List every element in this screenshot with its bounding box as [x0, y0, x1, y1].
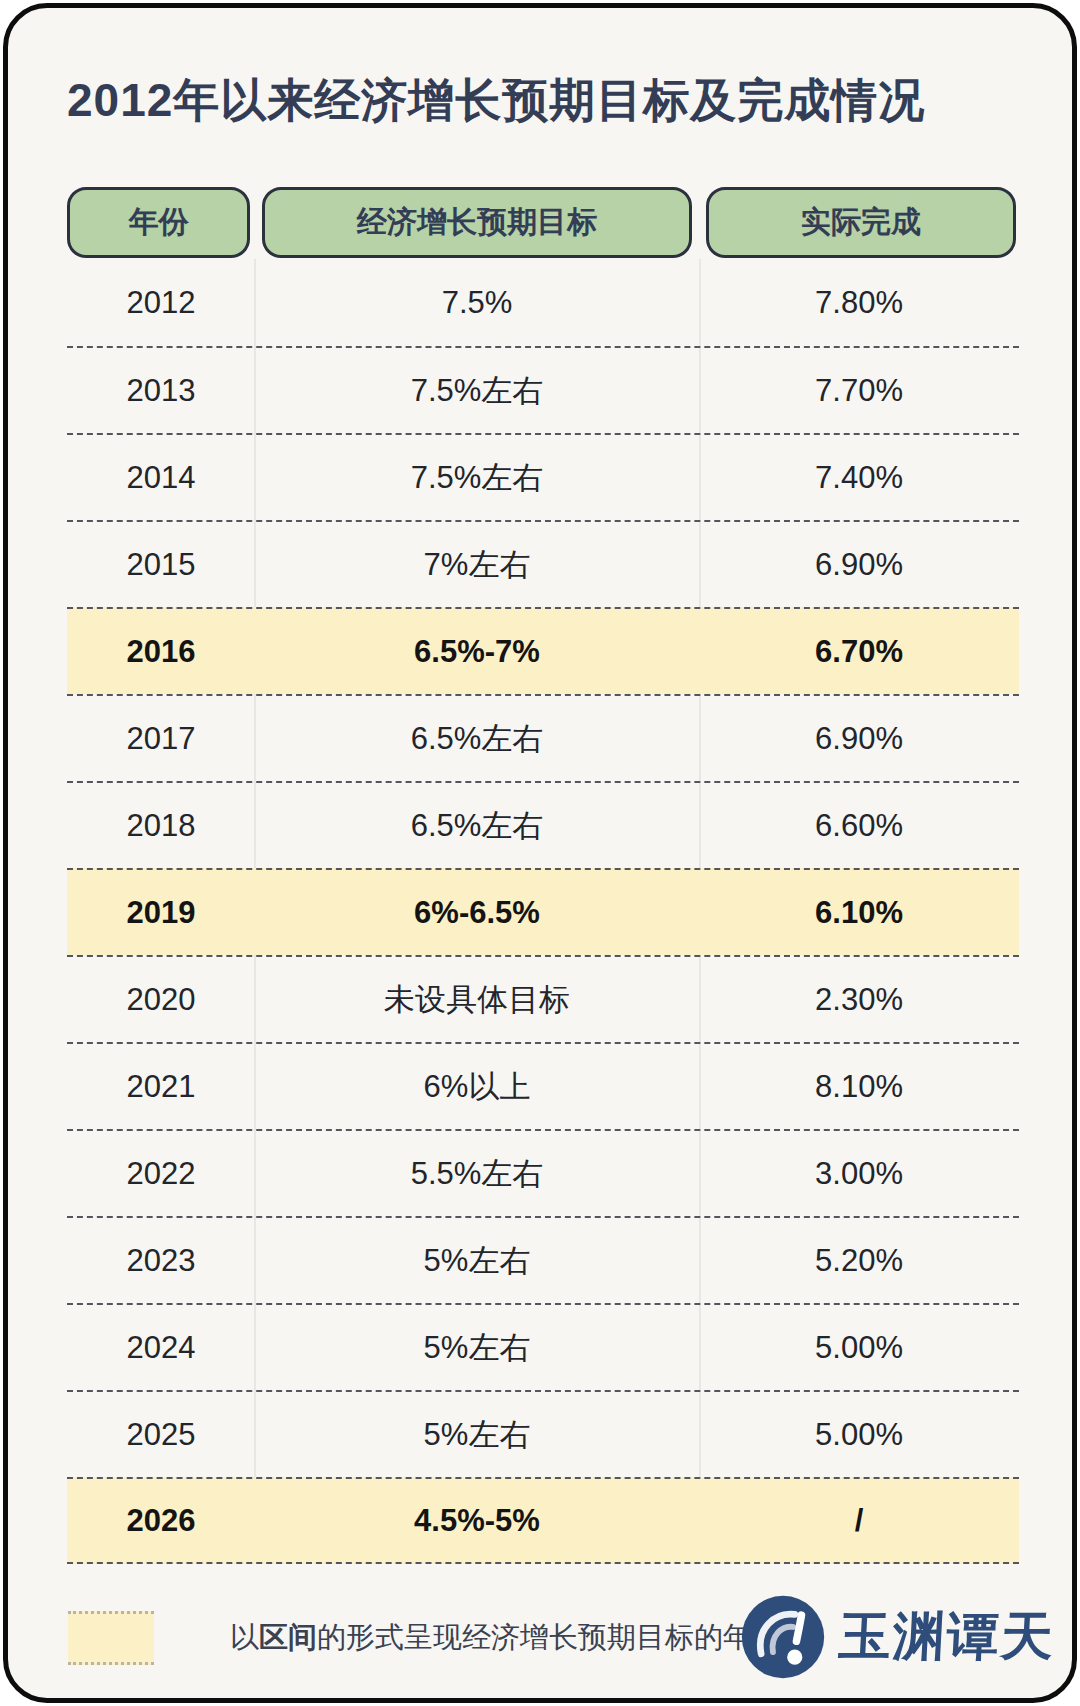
- cell-year: 2024: [67, 1330, 255, 1366]
- column-header-year-label: 年份: [129, 202, 189, 243]
- cell-year: 2019: [67, 895, 255, 931]
- legend-prefix: 以: [230, 1618, 259, 1658]
- cell-year: 2026: [67, 1503, 255, 1539]
- legend-suffix: 的形式呈现经济增长预期目标的年份: [317, 1618, 781, 1658]
- infographic-card: 2012年以来经济增长预期目标及完成情况 年份 经济增长预期目标 实际完成 20…: [3, 3, 1077, 1703]
- cell-target: 5%左右: [255, 1240, 699, 1282]
- cell-actual: 7.70%: [699, 373, 1019, 409]
- cell-actual: 6.90%: [699, 547, 1019, 583]
- cell-year: 2012: [67, 285, 255, 321]
- table-row: 2012 7.5% 7.80%: [67, 259, 1019, 346]
- legend-term: 区间: [259, 1618, 317, 1658]
- table-row: 2017 6.5%左右 6.90%: [67, 694, 1019, 781]
- cell-year: 2014: [67, 460, 255, 496]
- column-header-year: 年份: [67, 187, 250, 258]
- cell-actual: 2.30%: [699, 982, 1019, 1018]
- legend-text: 以区间的形式呈现经济增长预期目标的年份: [230, 1611, 781, 1665]
- page-title: 2012年以来经济增长预期目标及完成情况: [67, 70, 925, 132]
- cell-actual: 5.00%: [699, 1417, 1019, 1453]
- cell-actual: 6.90%: [699, 721, 1019, 757]
- table-row: 2022 5.5%左右 3.00%: [67, 1129, 1019, 1216]
- cell-actual: 6.10%: [699, 895, 1019, 931]
- cell-target: 7.5%左右: [255, 457, 699, 499]
- legend-swatch: [68, 1611, 154, 1665]
- cell-target: 6.5%左右: [255, 718, 699, 760]
- cell-target: 4.5%-5%: [255, 1503, 699, 1539]
- table-row: 2026 4.5%-5% /: [67, 1477, 1019, 1564]
- table-body: 2012 7.5% 7.80% 2013 7.5%左右 7.70% 2014 7…: [67, 259, 1019, 1564]
- cell-target: 6%-6.5%: [255, 895, 699, 931]
- cell-actual: 8.10%: [699, 1069, 1019, 1105]
- cell-year: 2023: [67, 1243, 255, 1279]
- column-header-target: 经济增长预期目标: [262, 187, 692, 258]
- table-row: 2020 未设具体目标 2.30%: [67, 955, 1019, 1042]
- cell-actual: 6.60%: [699, 808, 1019, 844]
- logo: 玉渊谭天: [741, 1595, 1055, 1679]
- cell-actual: 5.00%: [699, 1330, 1019, 1366]
- table-row: 2018 6.5%左右 6.60%: [67, 781, 1019, 868]
- cell-year: 2016: [67, 634, 255, 670]
- table-row: 2013 7.5%左右 7.70%: [67, 346, 1019, 433]
- cell-actual: 5.20%: [699, 1243, 1019, 1279]
- cell-year: 2018: [67, 808, 255, 844]
- cell-actual: 6.70%: [699, 634, 1019, 670]
- column-header-actual: 实际完成: [706, 187, 1016, 258]
- yuyuan-tantian-logo-icon: [741, 1595, 825, 1679]
- cell-actual: 3.00%: [699, 1156, 1019, 1192]
- table-row: 2023 5%左右 5.20%: [67, 1216, 1019, 1303]
- cell-target: 6.5%左右: [255, 805, 699, 847]
- table-row: 2016 6.5%-7% 6.70%: [67, 607, 1019, 694]
- logo-text: 玉渊谭天: [837, 1602, 1057, 1672]
- column-header-target-label: 经济增长预期目标: [357, 202, 597, 243]
- cell-target: 6%以上: [255, 1066, 699, 1108]
- cell-year: 2017: [67, 721, 255, 757]
- cell-year: 2025: [67, 1417, 255, 1453]
- table-row: 2015 7%左右 6.90%: [67, 520, 1019, 607]
- cell-year: 2020: [67, 982, 255, 1018]
- cell-year: 2022: [67, 1156, 255, 1192]
- cell-target: 5%左右: [255, 1414, 699, 1456]
- cell-target: 7%左右: [255, 544, 699, 586]
- cell-target: 6.5%-7%: [255, 634, 699, 670]
- cell-target: 5.5%左右: [255, 1153, 699, 1195]
- cell-year: 2015: [67, 547, 255, 583]
- cell-target: 未设具体目标: [255, 979, 699, 1021]
- cell-target: 7.5%左右: [255, 370, 699, 412]
- table-row: 2021 6%以上 8.10%: [67, 1042, 1019, 1129]
- table-row: 2025 5%左右 5.00%: [67, 1390, 1019, 1477]
- cell-year: 2021: [67, 1069, 255, 1105]
- cell-actual: 7.40%: [699, 460, 1019, 496]
- column-header-actual-label: 实际完成: [801, 202, 921, 243]
- cell-year: 2013: [67, 373, 255, 409]
- cell-actual: /: [699, 1503, 1019, 1539]
- cell-target: 7.5%: [255, 285, 699, 321]
- table-row: 2014 7.5%左右 7.40%: [67, 433, 1019, 520]
- table-row: 2019 6%-6.5% 6.10%: [67, 868, 1019, 955]
- table-row: 2024 5%左右 5.00%: [67, 1303, 1019, 1390]
- cell-target: 5%左右: [255, 1327, 699, 1369]
- cell-actual: 7.80%: [699, 285, 1019, 321]
